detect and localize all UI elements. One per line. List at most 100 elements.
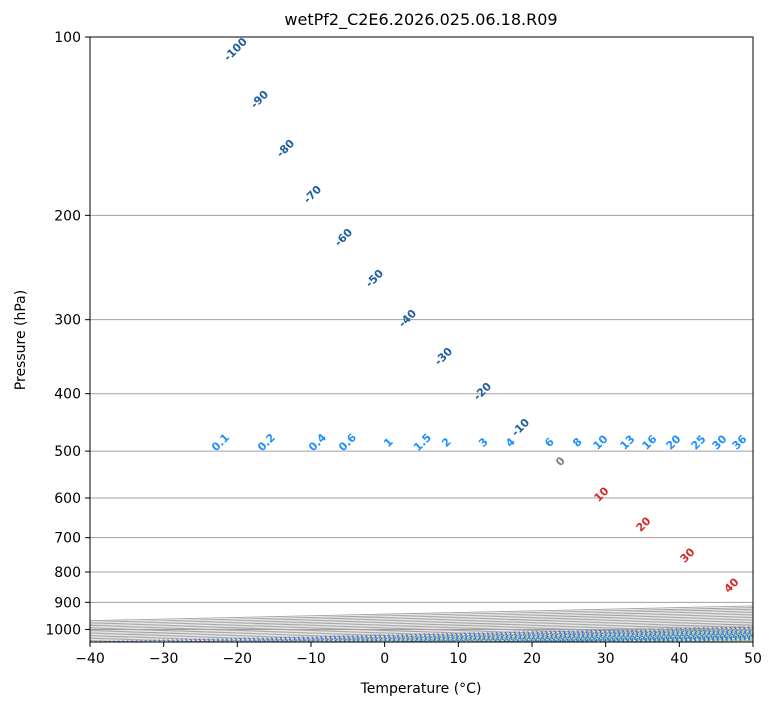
mixing-ratio-label: 16 — [640, 432, 660, 452]
mixing-ratio-label: 3 — [476, 435, 491, 450]
background-line-labels: -100-90-80-70-60-50-40-30-20-10010203040… — [209, 35, 750, 596]
isotherm-line — [90, 613, 753, 630]
moist-adiabat-line — [666, 640, 753, 642]
isotherm-lines — [90, 605, 753, 642]
isotherm-line — [531, 636, 753, 642]
moist-adiabat-line — [465, 635, 753, 642]
y-tick-label: 700 — [54, 531, 81, 547]
plot-area: -100-90-80-70-60-50-40-30-20-10010203040… — [90, 24, 775, 642]
dry-adiabat-label: -30 — [432, 345, 455, 368]
isotherm-line — [90, 610, 753, 627]
mixing-ratio-label: 10 — [591, 432, 611, 452]
x-tick-label: −10 — [296, 651, 326, 667]
moist-adiabat-line — [494, 636, 753, 642]
isotherm-line — [90, 612, 753, 628]
dry-adiabat-lines — [90, 24, 775, 642]
isotherm-line — [90, 626, 753, 642]
mixing-ratio-label: 8 — [570, 435, 585, 450]
dry-adiabat-line — [90, 626, 753, 642]
x-tick-label: −20 — [223, 651, 253, 667]
dry-adiabat-line — [688, 639, 753, 642]
pressure-grid-lines — [90, 37, 753, 630]
mixing-ratio-label: 1.5 — [411, 431, 434, 454]
mixing-ratio-line — [131, 627, 753, 642]
isotherm-line — [752, 641, 753, 642]
x-tick-label: −30 — [149, 651, 179, 667]
x-tick-label: 50 — [744, 651, 762, 667]
y-axis-ticks: 100 200 300 400 500 600 700 800 900 1000 — [45, 30, 90, 638]
mixing-ratio-label: 25 — [689, 433, 709, 453]
dry-adiabat-line — [763, 24, 775, 642]
isotherm-line — [310, 631, 753, 642]
mixing-ratio-label: 0.6 — [336, 431, 359, 454]
isotherm-line — [90, 618, 753, 635]
y-tick-label: 300 — [54, 313, 81, 329]
mixing-ratio-label: 2 — [439, 435, 454, 450]
dry-adiabat-label: -80 — [274, 137, 297, 160]
isotherm-line — [237, 630, 753, 642]
x-tick-label: 0 — [380, 651, 389, 667]
isotherm-line — [90, 607, 753, 623]
isotherm-line — [458, 635, 753, 642]
y-tick-label: 900 — [54, 595, 81, 611]
y-tick-label: 200 — [54, 208, 81, 224]
isotherm-line — [90, 608, 753, 625]
moist-adiabat-label: 20 — [634, 514, 654, 534]
x-tick-label: 30 — [597, 651, 615, 667]
y-tick-label: 800 — [54, 565, 81, 581]
mixing-ratio-label: 0.1 — [209, 431, 232, 454]
mixing-ratio-label: 36 — [730, 432, 750, 452]
chart-title: wetPf2_C2E6.2026.025.06.18.R09 — [284, 10, 557, 30]
isotherm-line — [384, 633, 753, 642]
moist-adiabat-label: 0 — [553, 454, 568, 469]
mixing-ratio-label: 0.2 — [255, 431, 278, 454]
mixing-ratio-label: 0.4 — [306, 431, 329, 454]
isotherm-line — [90, 623, 753, 640]
mixing-ratio-label: 20 — [664, 432, 684, 452]
dry-adiabat-label: -70 — [301, 183, 324, 206]
y-tick-label: 500 — [54, 444, 81, 460]
isotherm-line — [90, 616, 753, 633]
isotherm-line — [90, 620, 753, 636]
y-tick-label: 1000 — [45, 622, 81, 638]
dry-adiabat-line — [538, 636, 753, 642]
dry-adiabat-line — [314, 631, 753, 642]
dry-adiabat-line — [464, 634, 753, 642]
mixing-ratio-label: 6 — [542, 435, 557, 450]
mixing-ratio-label: 13 — [618, 433, 638, 453]
moist-adiabat-line — [608, 638, 753, 642]
moist-adiabat-line — [409, 634, 753, 642]
mixing-ratio-label: 30 — [710, 432, 730, 452]
dry-adiabat-label: -50 — [363, 267, 386, 290]
dry-adiabat-label: -60 — [332, 226, 355, 249]
x-axis-label: Temperature (°C) — [360, 681, 482, 697]
moist-adiabat-line — [551, 637, 753, 642]
y-axis-label: Pressure (hPa) — [13, 290, 29, 390]
x-tick-label: 10 — [449, 651, 467, 667]
moist-adiabat-line — [380, 633, 753, 642]
moist-adiabat-line — [522, 636, 753, 642]
dry-adiabat-label: -90 — [248, 88, 271, 111]
moist-adiabat-label: 30 — [678, 545, 698, 565]
mixing-ratio-line — [572, 637, 753, 642]
dry-adiabat-line — [613, 638, 753, 642]
moist-adiabat-label: 10 — [592, 484, 612, 504]
dry-adiabat-label: -100 — [221, 35, 250, 64]
isotherm-line — [90, 625, 753, 641]
moist-adiabat-line — [579, 638, 753, 642]
x-tick-label: 20 — [523, 651, 541, 667]
x-tick-label: 40 — [670, 651, 688, 667]
isotherm-line — [90, 615, 753, 631]
dry-adiabat-label: -20 — [471, 380, 494, 403]
y-tick-label: 600 — [54, 491, 81, 507]
moist-adiabat-line — [295, 631, 753, 642]
moist-adiabat-line — [352, 632, 753, 642]
dry-adiabat-line — [389, 633, 753, 642]
dry-adiabat-line — [239, 629, 753, 642]
moist-adiabat-line — [437, 634, 753, 642]
x-tick-label: −40 — [75, 651, 105, 667]
mixing-ratio-label: 1 — [381, 435, 396, 450]
isotherm-line — [90, 605, 753, 622]
dry-adiabat-label: -40 — [396, 307, 419, 330]
dry-adiabat-label: -10 — [509, 416, 532, 439]
